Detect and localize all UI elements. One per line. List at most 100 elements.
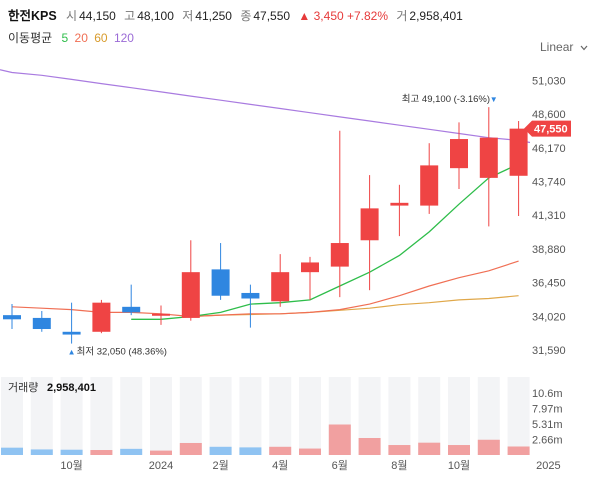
open-label: 시 — [66, 9, 78, 23]
quote-summary: 한전KPS 시 44,150 고 48,100 저 41,250 종 47,550 ▲ … — [8, 5, 468, 24]
volume-title: 거래량 — [8, 381, 38, 394]
open-value: 44,150 — [79, 9, 116, 23]
price-tick-label: 34,020 — [532, 311, 566, 323]
current-price-label: 47,550 — [534, 124, 568, 136]
change-value: ▲ 3,450 +7.82% — [298, 9, 389, 23]
price-tick-label: 43,740 — [532, 176, 566, 188]
candle-body — [450, 139, 468, 169]
volume-bar — [448, 445, 470, 455]
ma120-line — [0, 69, 531, 144]
candle-body — [509, 128, 528, 176]
ma20-line — [11, 260, 519, 318]
candle-body — [122, 306, 141, 313]
low-annotation: 최저 32,050 (48.36%) — [77, 347, 167, 358]
candle-body — [360, 208, 379, 241]
scale-dropdown[interactable]: Linear — [540, 40, 588, 54]
volume-bar — [179, 442, 202, 455]
candle-body — [479, 137, 498, 178]
volume-bg-band — [299, 377, 321, 455]
candle-body — [3, 315, 21, 320]
volume-bar — [477, 439, 500, 455]
volume-bar — [388, 445, 411, 455]
current-price-tag — [524, 120, 571, 137]
ma60-legend[interactable]: 60 — [94, 31, 108, 45]
candle-body — [390, 202, 409, 206]
volume-bg-band — [388, 377, 411, 455]
high-marker: ▼ — [490, 95, 498, 104]
price-tick-label: 31,590 — [532, 345, 566, 357]
ma-legend: 이동평균 5 20 60 120 — [8, 29, 134, 46]
high-label: 고 — [124, 9, 136, 23]
volume-bg-band — [269, 377, 292, 455]
ma-legend-title: 이동평균 — [8, 31, 53, 45]
candle-body — [152, 313, 170, 316]
candle-body — [32, 317, 51, 330]
volume-bg-band — [507, 377, 530, 455]
candle-body — [211, 269, 230, 296]
volume-bg-band — [477, 377, 500, 455]
candle-body — [420, 165, 439, 206]
volume-bar — [239, 447, 262, 455]
ma60-line — [190, 295, 519, 318]
volume-tick-label: 5.31m — [532, 419, 563, 431]
ma5-legend[interactable]: 5 — [61, 31, 69, 45]
volume-bar — [299, 448, 321, 455]
high-annotation: 최고 49,100 (-3.16%) — [402, 94, 490, 105]
volume-bar — [358, 437, 381, 455]
x-tick-label: 2024 — [149, 460, 173, 472]
volume-bg-band — [90, 377, 113, 455]
volume-bg-band — [30, 377, 53, 455]
volume-value: 2,958,401 — [409, 9, 463, 23]
x-tick-label: 10월 — [448, 459, 470, 472]
volume-bar — [418, 442, 441, 455]
low-label: 저 — [182, 9, 194, 23]
price-tick-label: 51,030 — [532, 75, 566, 87]
x-tick-label: 8월 — [391, 459, 407, 472]
candle-body — [92, 302, 111, 332]
volume-bg-band — [60, 377, 83, 455]
close-value: 47,550 — [253, 9, 291, 23]
volume-bg-band — [209, 377, 232, 455]
x-tick-label: 2025 — [536, 460, 560, 472]
volume-tick-label: 10.6m — [532, 388, 563, 400]
low-marker: ▲ — [68, 348, 76, 357]
x-tick-label: 10월 — [60, 459, 82, 472]
price-tick-label: 38,880 — [532, 244, 566, 256]
volume-bar — [150, 450, 172, 455]
x-tick-label: 6월 — [332, 459, 348, 472]
volume-bar — [60, 449, 83, 455]
volume-bar — [269, 446, 292, 455]
volume-bar — [328, 424, 351, 455]
volume-bg-band — [1, 377, 23, 455]
volume-bg-band — [179, 377, 202, 455]
ma120-legend[interactable]: 120 — [113, 31, 134, 45]
header: 한전KPS 시 44,150 고 48,100 저 41,250 종 47,550 ▲ … — [0, 0, 600, 60]
volume-bg-band — [239, 377, 262, 455]
volume-current: 2,958,401 — [47, 382, 96, 394]
stock-name: 한전KPS — [8, 9, 57, 23]
volume-label: 거 — [396, 9, 408, 23]
high-value: 48,100 — [137, 9, 174, 23]
candle-body — [181, 272, 200, 318]
chevron-down-icon — [580, 45, 588, 51]
price-tick-label: 41,310 — [532, 210, 566, 222]
price-tick-label: 48,600 — [532, 109, 566, 121]
volume-bg-band — [358, 377, 381, 455]
volume-bar — [90, 450, 113, 455]
scale-label: Linear — [540, 40, 574, 54]
candle-body — [241, 292, 260, 299]
volume-bar — [507, 446, 530, 455]
price-tick-label: 36,450 — [532, 278, 566, 290]
x-tick-label: 2월 — [212, 459, 228, 472]
candle-body — [271, 272, 290, 302]
ma20-legend[interactable]: 20 — [74, 31, 88, 45]
volume-bg-band — [150, 377, 172, 455]
candle-body — [62, 331, 81, 335]
volume-tick-label: 7.97m — [532, 403, 563, 415]
volume-bar — [209, 446, 232, 455]
volume-bg-band — [418, 377, 441, 455]
volume-bar — [120, 448, 143, 455]
volume-tick-label: 2.66m — [532, 434, 563, 446]
volume-bar — [30, 449, 53, 455]
